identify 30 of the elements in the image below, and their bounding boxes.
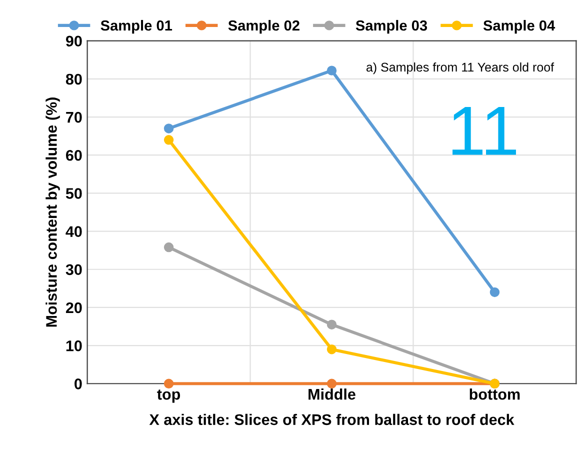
y-tick-label: 90 [66,36,82,47]
y-tick-label: 60 [66,150,82,161]
point [490,287,500,298]
y-tick-label: 50 [66,188,82,199]
point [326,344,337,354]
x-axis-title: X axis title: Slices of XPS from ballast to roof deck [149,414,514,426]
point [164,135,174,145]
x-tick-label: bottom [470,388,520,400]
y-tick-label: 30 [66,264,82,276]
y-tick-label: 70 [66,112,82,123]
legend-label: Sample 04 [483,20,556,34]
x-tick-label: Middle [308,388,356,400]
x-tick-label: top [157,390,180,403]
y-tick-label: 10 [66,340,82,352]
point [164,242,174,252]
point [326,66,337,76]
y-tick-label: 80 [66,74,82,85]
point [164,124,174,134]
y-axis-title: Moisture content by volume (%) [46,98,60,327]
y-tick-label: 20 [66,302,82,314]
legend-label: Sample 03 [356,20,428,34]
y-tick-label: 40 [66,226,82,237]
legend-label: Sample 02 [228,20,300,34]
point [326,378,337,388]
point [326,320,337,330]
legend-label: Sample 01 [100,20,172,34]
annotation: a) Samples from 11 Years old roof [366,62,554,74]
annotation: 11 [452,107,516,155]
y-tick-label: 0 [74,378,82,390]
point [164,378,174,388]
